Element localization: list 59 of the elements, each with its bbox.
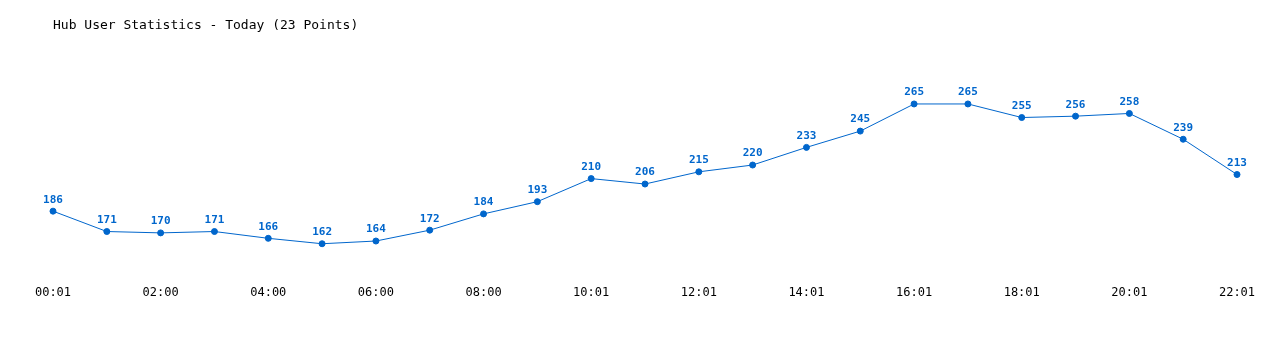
point bbox=[103, 228, 111, 236]
point bbox=[49, 207, 57, 215]
point bbox=[426, 226, 434, 234]
data-label: 233 bbox=[796, 128, 817, 142]
point bbox=[802, 143, 810, 151]
point bbox=[480, 210, 488, 218]
data-label: 213 bbox=[1227, 155, 1247, 169]
x-tick-label: 04:00 bbox=[250, 284, 287, 299]
data-label: 171 bbox=[204, 212, 225, 226]
data-label: 265 bbox=[904, 85, 925, 99]
data-label: 206 bbox=[635, 165, 656, 179]
point bbox=[1125, 109, 1133, 117]
point bbox=[264, 234, 272, 242]
data-label: 170 bbox=[150, 214, 171, 228]
point bbox=[210, 228, 218, 236]
data-label: 171 bbox=[96, 212, 118, 226]
x-tick-label: 10:01 bbox=[573, 284, 610, 299]
data-label: 172 bbox=[419, 211, 440, 225]
data-label: 220 bbox=[742, 146, 763, 160]
data-label: 258 bbox=[1119, 94, 1140, 108]
x-tick-label: 08:00 bbox=[465, 284, 502, 299]
data-label: 166 bbox=[258, 219, 279, 233]
data-label: 255 bbox=[1011, 98, 1032, 112]
x-tick-label: 16:01 bbox=[896, 284, 933, 299]
point bbox=[856, 127, 864, 135]
point bbox=[318, 240, 326, 248]
x-tick-label: 20:01 bbox=[1111, 284, 1148, 299]
data-label: 186 bbox=[43, 192, 64, 206]
point bbox=[1179, 135, 1187, 143]
data-label: 256 bbox=[1065, 97, 1086, 111]
data-label: 162 bbox=[312, 225, 333, 239]
point bbox=[587, 175, 595, 183]
x-tick-label: 22:01 bbox=[1218, 284, 1256, 299]
point bbox=[749, 161, 757, 169]
x-tick-label: 00:01 bbox=[34, 284, 72, 299]
data-label: 164 bbox=[365, 222, 387, 236]
x-tick-label: 18:01 bbox=[1003, 284, 1040, 299]
point bbox=[1233, 171, 1241, 179]
data-label: 215 bbox=[688, 153, 709, 167]
point bbox=[695, 168, 703, 176]
data-label: 265 bbox=[957, 85, 978, 99]
point bbox=[641, 180, 649, 188]
point bbox=[964, 100, 972, 108]
data-label: 245 bbox=[850, 112, 871, 126]
x-tick-label: 02:00 bbox=[142, 284, 179, 299]
point bbox=[157, 229, 165, 237]
point bbox=[1072, 112, 1080, 120]
x-tick-label: 12:01 bbox=[680, 284, 717, 299]
data-label: 239 bbox=[1173, 120, 1194, 134]
data-label: 210 bbox=[581, 159, 602, 173]
point bbox=[910, 100, 918, 108]
point bbox=[372, 237, 380, 245]
chart-title: Hub User Statistics - Today (23 Points) bbox=[53, 17, 359, 33]
point bbox=[533, 198, 541, 206]
point bbox=[1018, 114, 1026, 122]
data-label: 184 bbox=[473, 195, 494, 209]
data-label: 193 bbox=[527, 183, 548, 197]
x-tick-label: 06:00 bbox=[357, 284, 394, 299]
x-tick-label: 14:01 bbox=[788, 284, 825, 299]
